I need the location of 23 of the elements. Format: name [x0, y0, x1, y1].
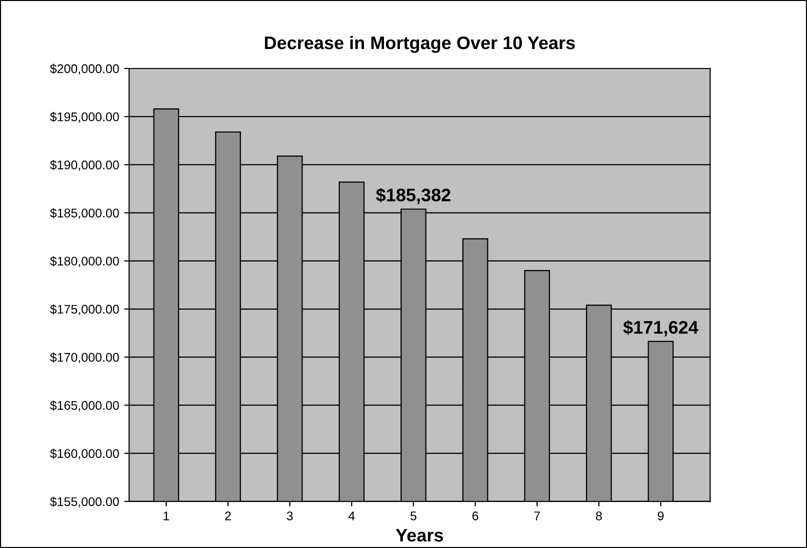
y-tick-label: $195,000.00 [50, 112, 119, 123]
chart-title: Decrease in Mortgage Over 10 Years [264, 36, 575, 53]
x-axis-title: Years [396, 529, 443, 542]
data-label: $171,624 [623, 320, 698, 336]
y-tick-label: $200,000.00 [50, 64, 119, 75]
y-tick-label: $190,000.00 [50, 160, 119, 171]
x-tick-label: 4 [348, 512, 355, 520]
x-tick-label: 8 [596, 511, 602, 520]
data-label: $185,382 [376, 188, 450, 204]
x-tick-label: 7 [534, 512, 540, 520]
y-tick-label: $180,000.00 [50, 256, 119, 268]
y-tick-label: $185,000.00 [50, 208, 119, 219]
y-tick-label: $170,000.00 [50, 352, 119, 364]
y-tick-label: $155,000.00 [50, 496, 119, 508]
y-tick-label: $165,000.00 [50, 400, 119, 412]
x-tick-label: 5 [410, 512, 416, 520]
x-tick-label: 2 [225, 511, 231, 520]
y-tick-label: $175,000.00 [50, 304, 119, 316]
x-tick-label: 3 [286, 511, 293, 520]
x-tick-label: 1 [164, 512, 170, 520]
x-tick-label: 9 [658, 511, 664, 520]
y-tick-label: $160,000.00 [50, 448, 119, 460]
x-tick-label: 6 [472, 511, 478, 520]
